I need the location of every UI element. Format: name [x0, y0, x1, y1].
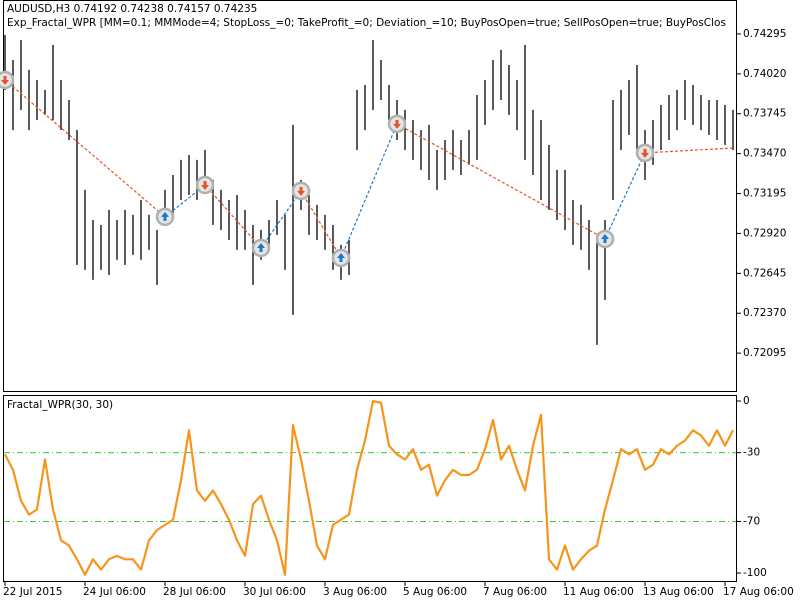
- trade-marker: [331, 248, 351, 268]
- trade-marker: [291, 181, 311, 201]
- trade-line: [204, 184, 262, 249]
- trade-marker: [155, 207, 175, 227]
- y-tick-label: 0.73745: [743, 108, 786, 120]
- y-tick-label: -70: [743, 515, 760, 527]
- marker-arrow: [297, 186, 305, 196]
- main-panel-frame: [3, 0, 737, 392]
- trade-marker: [387, 114, 407, 134]
- y-tick-label: 0.72370: [743, 307, 786, 319]
- y-tick-label: 0.74295: [743, 28, 786, 40]
- y-tick-label: 0.72645: [743, 267, 786, 279]
- x-tick-label: 22 Jul 2015: [3, 586, 62, 598]
- trade-marker: [0, 70, 15, 90]
- trade-line: [4, 79, 166, 218]
- x-tick-label: 17 Aug 06:00: [723, 586, 794, 598]
- marker-arrow: [257, 242, 265, 252]
- trade-line: [604, 152, 646, 240]
- y-tick-label: 0: [743, 395, 750, 407]
- trade-line: [340, 123, 398, 259]
- y-tick-label: -30: [743, 447, 760, 459]
- marker-arrow: [601, 233, 609, 243]
- y-tick-label: 0.72920: [743, 227, 786, 239]
- trade-marker: [251, 238, 271, 258]
- indicator-title: Fractal_WPR(30, 30): [7, 399, 113, 411]
- chart-subtitle: Exp_Fractal_WPR [MM=0.1; MMMode=4; StopL…: [7, 17, 726, 29]
- y-tick-label: 0.74020: [743, 68, 786, 80]
- trade-marker: [195, 175, 215, 195]
- x-tick-label: 3 Aug 06:00: [323, 586, 387, 598]
- x-tick-label: 30 Jul 06:00: [243, 586, 306, 598]
- chart-title: AUDUSD,H3 0.74192 0.74238 0.74157 0.7423…: [7, 3, 257, 15]
- trade-line: [260, 190, 302, 249]
- trade-line: [300, 190, 342, 259]
- x-tick-label: 7 Aug 06:00: [483, 586, 547, 598]
- marker-arrow: [1, 75, 9, 85]
- indicator-panel-frame: [3, 395, 737, 582]
- y-tick-label: 0.73470: [743, 148, 786, 160]
- y-tick-label: 0.72095: [743, 347, 786, 359]
- y-tick-label: -100: [743, 567, 767, 579]
- indicator-line: [4, 399, 734, 576]
- y-tick-label: 0.73195: [743, 188, 786, 200]
- x-tick-label: 24 Jul 06:00: [83, 586, 146, 598]
- marker-arrow: [337, 252, 345, 262]
- trade-marker: [595, 229, 615, 249]
- x-tick-label: 13 Aug 06:00: [643, 586, 714, 598]
- marker-arrow: [641, 148, 649, 158]
- marker-arrow: [393, 119, 401, 129]
- x-tick-label: 5 Aug 06:00: [403, 586, 467, 598]
- x-tick-label: 28 Jul 06:00: [163, 586, 226, 598]
- marker-arrow: [201, 180, 209, 190]
- trade-marker: [635, 143, 655, 163]
- x-tick-label: 11 Aug 06:00: [563, 586, 634, 598]
- price-bars: [0, 34, 734, 345]
- marker-arrow: [161, 211, 169, 221]
